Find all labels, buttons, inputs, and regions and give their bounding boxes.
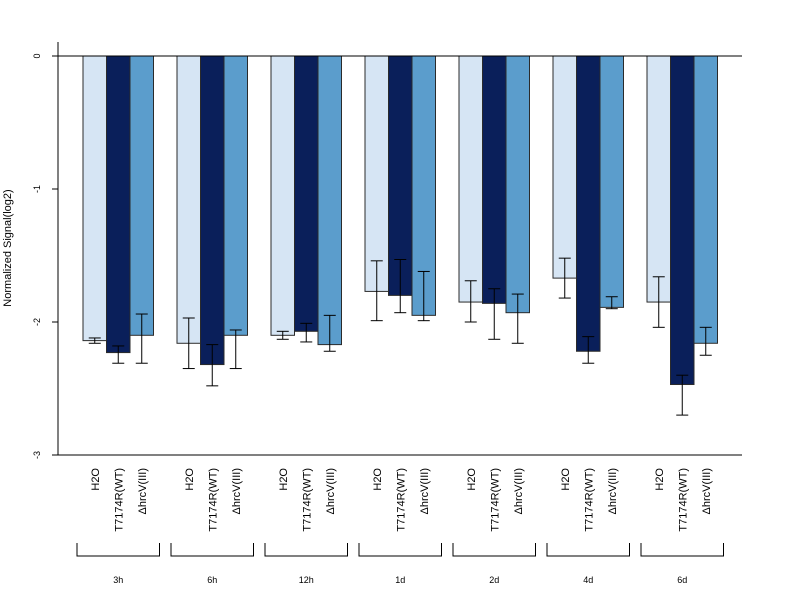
bar <box>552 55 577 279</box>
y-tick-label: -2 <box>32 318 42 326</box>
group-bracket <box>76 543 160 557</box>
category-label: H2O <box>90 468 102 491</box>
group-label: 6h <box>207 575 217 585</box>
group-bracket <box>170 543 254 557</box>
bar <box>176 55 201 344</box>
axes-layer <box>52 42 742 557</box>
category-label: H2O <box>278 468 290 491</box>
category-label: T7174R(WT) <box>677 468 689 532</box>
category-label: T7174R(WT) <box>207 468 219 532</box>
bar <box>576 55 601 352</box>
bar <box>482 55 507 304</box>
category-label: H2O <box>184 468 196 491</box>
bar <box>223 55 248 336</box>
y-tick-label: 0 <box>32 53 42 58</box>
bar <box>200 55 225 366</box>
category-label: ΔhrcV(III) <box>607 468 619 514</box>
category-label: ΔhrcV(III) <box>419 468 431 514</box>
y-tick-label: -1 <box>32 185 42 193</box>
category-label: ΔhrcV(III) <box>231 468 243 514</box>
bar <box>599 55 624 308</box>
bar <box>270 55 295 336</box>
bar <box>106 55 131 354</box>
y-tick-label: -3 <box>32 451 42 459</box>
category-label: H2O <box>372 468 384 491</box>
category-label: H2O <box>560 468 572 491</box>
category-label: T7174R(WT) <box>301 468 313 532</box>
category-label: T7174R(WT) <box>113 468 125 532</box>
group-label: 2d <box>489 575 499 585</box>
bar <box>505 55 530 314</box>
error-bars-layer <box>88 257 712 416</box>
bar <box>294 55 319 332</box>
labels-layer: 0 -1 -2 -3 H2O T7174R(WT) ΔhrcV(III) 3h H2O T7174… <box>32 53 713 585</box>
category-label: ΔhrcV(III) <box>701 468 713 514</box>
bar <box>670 55 695 386</box>
group-bracket <box>264 543 348 557</box>
category-label: T7174R(WT) <box>489 468 501 532</box>
group-bracket <box>640 543 724 557</box>
group-label: 6d <box>677 575 687 585</box>
bar <box>129 55 154 336</box>
bars-layer <box>82 55 718 386</box>
category-label: ΔhrcV(III) <box>137 468 149 514</box>
group-bracket <box>452 543 536 557</box>
category-label: ΔhrcV(III) <box>325 468 337 514</box>
group-label: 1d <box>395 575 405 585</box>
group-bracket <box>546 543 630 557</box>
category-label: T7174R(WT) <box>583 468 595 532</box>
group-label: 4d <box>583 575 593 585</box>
category-label: T7174R(WT) <box>395 468 407 532</box>
bar <box>317 55 342 346</box>
group-bracket <box>358 543 442 557</box>
group-label: 12h <box>299 575 314 585</box>
bar <box>646 55 671 303</box>
category-label: H2O <box>654 468 666 491</box>
category-label: H2O <box>466 468 478 491</box>
category-label: ΔhrcV(III) <box>513 468 525 514</box>
bar <box>693 55 718 344</box>
bar <box>82 55 107 342</box>
y-axis-title: Normalized Signal(log2) <box>2 189 14 306</box>
bar <box>458 55 483 303</box>
group-label: 3h <box>113 575 123 585</box>
bar <box>364 55 389 292</box>
